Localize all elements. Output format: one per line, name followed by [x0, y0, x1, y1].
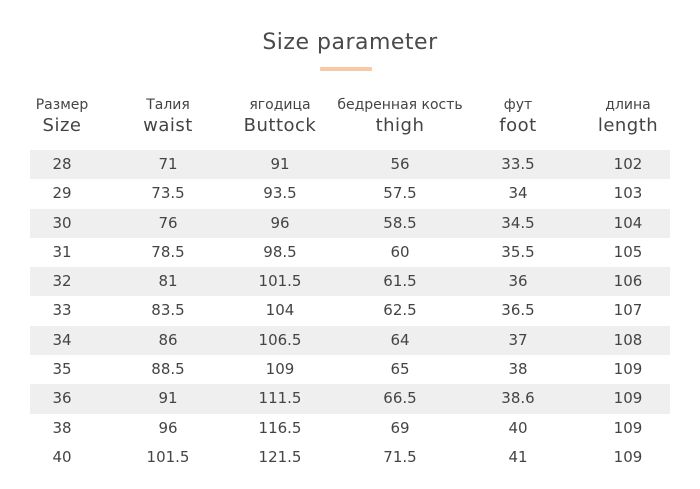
column-header-en: waist [143, 115, 193, 136]
cell-thigh: 69 [390, 418, 410, 437]
cell-waist: 96 [158, 418, 178, 437]
cell-thigh: 60 [390, 242, 410, 261]
column-header-ru: Размер [35, 97, 89, 113]
cell-thigh: 61.5 [383, 272, 417, 291]
cell-thigh: 71.5 [383, 447, 417, 466]
cell-waist: 76 [158, 213, 178, 232]
cell-size: 30 [52, 213, 72, 232]
cell-foot: 40 [508, 418, 528, 437]
column-header-waist: Талия waist [143, 96, 193, 142]
table-header: Размер Size Талия waist ягодица Buttock … [30, 96, 670, 142]
cell-size: 35 [52, 360, 72, 379]
cell-length: 102 [613, 155, 643, 173]
cell-buttock: 106.5 [258, 330, 302, 349]
cell-foot: 37 [508, 330, 528, 349]
cell-thigh: 57.5 [383, 184, 417, 203]
cell-size: 33 [52, 301, 72, 320]
column-header-ru: бедренная кость [337, 97, 463, 113]
table-row: 34 86 106.5 64 37 108 [30, 325, 670, 356]
cell-waist: 101.5 [146, 447, 190, 466]
cell-length: 103 [613, 184, 643, 203]
cell-size: 40 [52, 447, 72, 466]
cell-size: 29 [52, 184, 72, 203]
column-header-ru: ягодица [249, 97, 311, 113]
column-header-size: Размер Size [36, 96, 89, 142]
cell-length: 105 [613, 242, 643, 261]
title-underline [320, 67, 372, 71]
cell-buttock: 101.5 [258, 272, 302, 291]
cell-buttock: 116.5 [258, 418, 302, 437]
cell-waist: 91 [158, 389, 178, 408]
cell-thigh: 65 [390, 360, 410, 379]
table-row: 30 76 96 58.5 34.5 104 [30, 208, 670, 238]
cell-thigh: 66.5 [383, 389, 417, 408]
cell-length: 108 [613, 330, 643, 349]
cell-buttock: 96 [270, 213, 290, 232]
cell-waist: 81 [158, 272, 178, 291]
cell-length: 109 [613, 389, 643, 408]
cell-foot: 41 [508, 447, 528, 466]
column-header-en: thigh [375, 115, 425, 136]
table-row: 32 81 101.5 61.5 36 106 [30, 267, 670, 297]
cell-waist: 83.5 [151, 301, 185, 320]
cell-length: 106 [613, 272, 643, 291]
cell-foot: 36.5 [501, 301, 535, 320]
cell-buttock: 111.5 [258, 389, 302, 408]
cell-length: 107 [613, 301, 643, 320]
cell-waist: 73.5 [151, 184, 185, 203]
cell-waist: 86 [158, 330, 178, 349]
column-header-ru: длина [605, 97, 651, 113]
cell-foot: 33.5 [501, 155, 535, 173]
cell-buttock: 109 [265, 360, 295, 379]
cell-size: 28 [52, 155, 72, 173]
cell-buttock: 104 [265, 301, 295, 320]
table-row: 28 71 91 56 33.5 102 [30, 150, 670, 180]
table-row: 40 101.5 121.5 71.5 41 109 [30, 443, 670, 472]
column-header-en: length [597, 115, 659, 136]
cell-size: 32 [52, 272, 72, 291]
column-header-en: Size [42, 115, 82, 136]
column-header-length: длина length [598, 96, 658, 142]
cell-foot: 36 [508, 272, 528, 291]
cell-thigh: 58.5 [383, 213, 417, 232]
cell-size: 38 [52, 418, 72, 437]
cell-buttock: 93.5 [263, 184, 297, 203]
cell-buttock: 98.5 [263, 242, 297, 261]
cell-foot: 38.6 [501, 389, 535, 408]
cell-foot: 34 [508, 184, 528, 203]
column-header-en: foot [499, 115, 537, 136]
cell-length: 109 [613, 360, 643, 379]
cell-length: 109 [613, 418, 643, 437]
table-row: 38 96 116.5 69 40 109 [30, 414, 670, 443]
column-header-buttock: ягодица Buttock [244, 96, 317, 142]
cell-size: 36 [52, 389, 72, 408]
table-row: 31 78.5 98.5 60 35.5 105 [30, 238, 670, 267]
table-row: 33 83.5 104 62.5 36.5 107 [30, 296, 670, 325]
cell-size: 34 [52, 330, 72, 349]
column-header-en: Buttock [243, 115, 317, 136]
column-header-foot: фут foot [499, 96, 536, 142]
table-row: 29 73.5 93.5 57.5 34 103 [30, 179, 670, 208]
column-header-thigh: бедренная кость thigh [337, 96, 462, 142]
cell-thigh: 56 [390, 155, 410, 173]
cell-buttock: 91 [270, 155, 290, 173]
table-row: 35 88.5 109 65 38 109 [30, 355, 670, 384]
cell-thigh: 64 [390, 330, 410, 349]
page-title: Size parameter [262, 30, 438, 55]
cell-length: 109 [613, 447, 643, 466]
column-header-ru: Талия [146, 97, 190, 113]
column-header-ru: фут [503, 97, 533, 113]
table-row: 36 91 111.5 66.5 38.6 109 [30, 384, 670, 414]
cell-buttock: 121.5 [258, 447, 302, 466]
cell-length: 104 [613, 213, 643, 232]
cell-thigh: 62.5 [383, 301, 417, 320]
cell-foot: 34.5 [501, 213, 535, 232]
cell-foot: 35.5 [501, 242, 535, 261]
cell-waist: 78.5 [151, 242, 185, 261]
size-table-body: 28 71 91 56 33.5 102 29 73.5 93.5 57.5 3… [30, 150, 670, 472]
cell-waist: 71 [158, 155, 178, 173]
cell-size: 31 [52, 242, 72, 261]
cell-foot: 38 [508, 360, 528, 379]
cell-waist: 88.5 [151, 360, 185, 379]
